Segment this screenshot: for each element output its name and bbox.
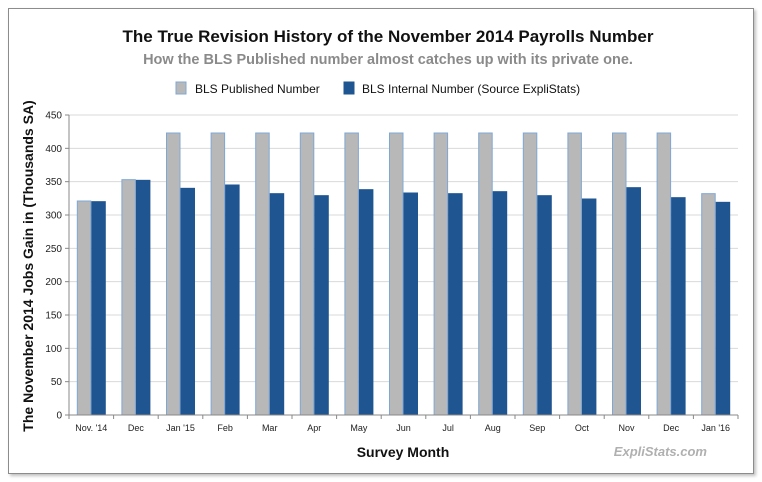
bar-internal: [314, 195, 329, 416]
x-tick-label: Nov. '14: [75, 423, 107, 433]
x-axis-ticks: Nov. '14 Dec Jan '15 Feb Mar Apr May Jun Jul Aug S…: [68, 415, 739, 433]
y-axis-ticks: 0 50 100 150 200 250 300 350 400 450: [45, 111, 69, 422]
legend-label: BLS Internal Number (Source ExpliStats): [362, 82, 580, 96]
x-tick-label: Dec: [663, 423, 680, 433]
y-tick-label: 50: [51, 377, 63, 388]
bar-published: [522, 132, 538, 416]
bar-internal: [403, 192, 418, 416]
watermark: ExpliStats.com: [614, 444, 708, 459]
bar-internal: [358, 189, 374, 416]
bar-published: [121, 179, 136, 416]
y-tick-label: 300: [45, 211, 62, 222]
y-tick-label: 400: [45, 144, 62, 155]
bar-internal: [715, 201, 731, 416]
y-axis-label: The November 2014 Jobs Gain in (Thousand…: [20, 100, 36, 431]
bar-published: [76, 200, 92, 416]
bar-internal: [91, 201, 106, 416]
chart-subtitle: How the BLS Published number almost catc…: [143, 52, 633, 68]
x-tick-label: Jan '15: [166, 423, 195, 433]
x-tick-label: May: [350, 423, 368, 433]
bar-published: [299, 132, 315, 416]
x-tick-label: Dec: [128, 423, 145, 433]
bar-published: [478, 132, 493, 416]
bar-published: [389, 132, 404, 416]
bar-internal: [269, 193, 285, 416]
y-tick-label: 450: [45, 111, 62, 122]
bars: [76, 132, 731, 416]
chart-title: The True Revision History of the Novembe…: [123, 27, 654, 46]
bar-internal: [492, 191, 508, 416]
bar-internal: [626, 187, 641, 416]
y-tick-label: 0: [56, 411, 62, 422]
bar-internal: [448, 193, 463, 416]
x-tick-label: Oct: [575, 423, 590, 433]
bar-internal: [537, 195, 552, 416]
legend-swatch: [343, 81, 355, 95]
bar-internal: [225, 184, 240, 416]
bar-published: [210, 132, 226, 416]
bar-published: [701, 193, 716, 416]
x-tick-label: Nov: [618, 423, 635, 433]
x-tick-label: Sep: [529, 423, 545, 433]
y-tick-label: 250: [45, 244, 62, 255]
bar-published: [166, 132, 181, 416]
x-axis-label: Survey Month: [357, 444, 450, 460]
y-tick-label: 350: [45, 177, 62, 188]
x-tick-label: Feb: [217, 423, 233, 433]
legend-swatch: [175, 81, 187, 95]
bar-published: [255, 132, 270, 416]
y-tick-label: 150: [45, 311, 62, 322]
bar-internal: [671, 197, 686, 416]
y-tick-label: 100: [45, 344, 62, 355]
legend: BLS Published Number BLS Internal Number …: [175, 81, 580, 96]
bar-published: [433, 132, 449, 416]
bar-internal: [180, 187, 195, 416]
x-tick-label: Mar: [262, 423, 278, 433]
bar-published: [344, 132, 359, 416]
bar-published: [656, 132, 672, 416]
x-tick-label: Jan '16: [701, 423, 730, 433]
bar-published: [567, 132, 582, 416]
x-tick-label: Jun: [396, 423, 411, 433]
bar-internal: [135, 179, 151, 416]
x-tick-label: Aug: [485, 423, 501, 433]
bar-internal: [581, 198, 597, 416]
x-tick-label: Jul: [442, 423, 454, 433]
x-tick-label: Apr: [307, 423, 321, 433]
legend-label: BLS Published Number: [195, 82, 320, 96]
y-tick-label: 200: [45, 277, 62, 288]
bar-published: [612, 132, 627, 416]
